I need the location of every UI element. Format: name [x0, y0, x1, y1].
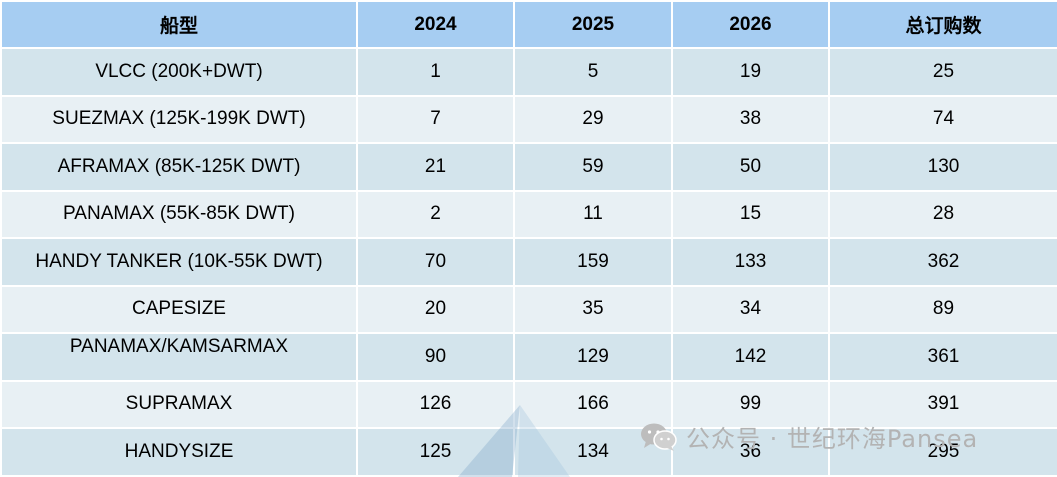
- ship-type-cell: PANAMAX/KAMSARMAX: [0, 332, 358, 382]
- value-2026-cell: 99: [671, 379, 830, 429]
- ship-type-cell: HANDY TANKER (10K-55K DWT): [0, 237, 358, 287]
- value-2026-cell: 34: [671, 284, 830, 334]
- ship-type-cell: SUEZMAX (125K-199K DWT): [0, 94, 358, 144]
- value-2025-cell: 59: [513, 142, 673, 192]
- table-row: CAPESIZE 20 35 34 89: [0, 284, 1057, 334]
- value-2026-cell: 38: [671, 94, 830, 144]
- ship-type-cell: VLCC (200K+DWT): [0, 47, 358, 97]
- value-2024-cell: 20: [356, 284, 515, 334]
- header-2024: 2024: [356, 0, 515, 49]
- total-cell: 28: [828, 189, 1057, 239]
- header-2025: 2025: [513, 0, 673, 49]
- header-ship-type: 船型: [0, 0, 358, 49]
- header-2026: 2026: [671, 0, 830, 49]
- value-2026-cell: 133: [671, 237, 830, 287]
- total-cell: 130: [828, 142, 1057, 192]
- table-row: HANDY TANKER (10K-55K DWT) 70 159 133 36…: [0, 237, 1057, 287]
- table-row: VLCC (200K+DWT) 1 5 19 25: [0, 47, 1057, 97]
- ship-type-cell: AFRAMAX (85K-125K DWT): [0, 142, 358, 192]
- value-2024-cell: 126: [356, 379, 515, 429]
- total-cell: 89: [828, 284, 1057, 334]
- table-row: AFRAMAX (85K-125K DWT) 21 59 50 130: [0, 142, 1057, 192]
- total-cell: 391: [828, 379, 1057, 429]
- value-2024-cell: 1: [356, 47, 515, 97]
- table-row: PANAMAX (55K-85K DWT) 2 11 15 28: [0, 189, 1057, 239]
- value-2025-cell: 29: [513, 94, 673, 144]
- value-2026-cell: 19: [671, 47, 830, 97]
- ship-type-cell: SUPRAMAX: [0, 379, 358, 429]
- value-2025-cell: 134: [513, 427, 673, 477]
- header-row: 船型 2024 2025 2026 总订购数: [0, 0, 1057, 49]
- value-2025-cell: 5: [513, 47, 673, 97]
- value-2024-cell: 21: [356, 142, 515, 192]
- value-2025-cell: 129: [513, 332, 673, 382]
- value-2024-cell: 70: [356, 237, 515, 287]
- header-total-orders: 总订购数: [828, 0, 1057, 49]
- table-row: HANDYSIZE 125 134 36 295: [0, 427, 1057, 477]
- table-row: SUEZMAX (125K-199K DWT) 7 29 38 74: [0, 94, 1057, 144]
- total-cell: 25: [828, 47, 1057, 97]
- value-2024-cell: 2: [356, 189, 515, 239]
- value-2026-cell: 50: [671, 142, 830, 192]
- value-2025-cell: 11: [513, 189, 673, 239]
- value-2026-cell: 142: [671, 332, 830, 382]
- total-cell: 362: [828, 237, 1057, 287]
- value-2026-cell: 15: [671, 189, 830, 239]
- value-2024-cell: 90: [356, 332, 515, 382]
- value-2025-cell: 166: [513, 379, 673, 429]
- value-2024-cell: 7: [356, 94, 515, 144]
- total-cell: 361: [828, 332, 1057, 382]
- table-row: SUPRAMAX 126 166 99 391: [0, 379, 1057, 429]
- value-2026-cell: 36: [671, 427, 830, 477]
- ship-type-cell: HANDYSIZE: [0, 427, 358, 477]
- total-cell: 295: [828, 427, 1057, 477]
- value-2025-cell: 159: [513, 237, 673, 287]
- ship-type-cell: CAPESIZE: [0, 284, 358, 334]
- ship-type-cell: PANAMAX (55K-85K DWT): [0, 189, 358, 239]
- table-row: PANAMAX/KAMSARMAX 90 129 142 361: [0, 332, 1057, 382]
- value-2025-cell: 35: [513, 284, 673, 334]
- total-cell: 74: [828, 94, 1057, 144]
- value-2024-cell: 125: [356, 427, 515, 477]
